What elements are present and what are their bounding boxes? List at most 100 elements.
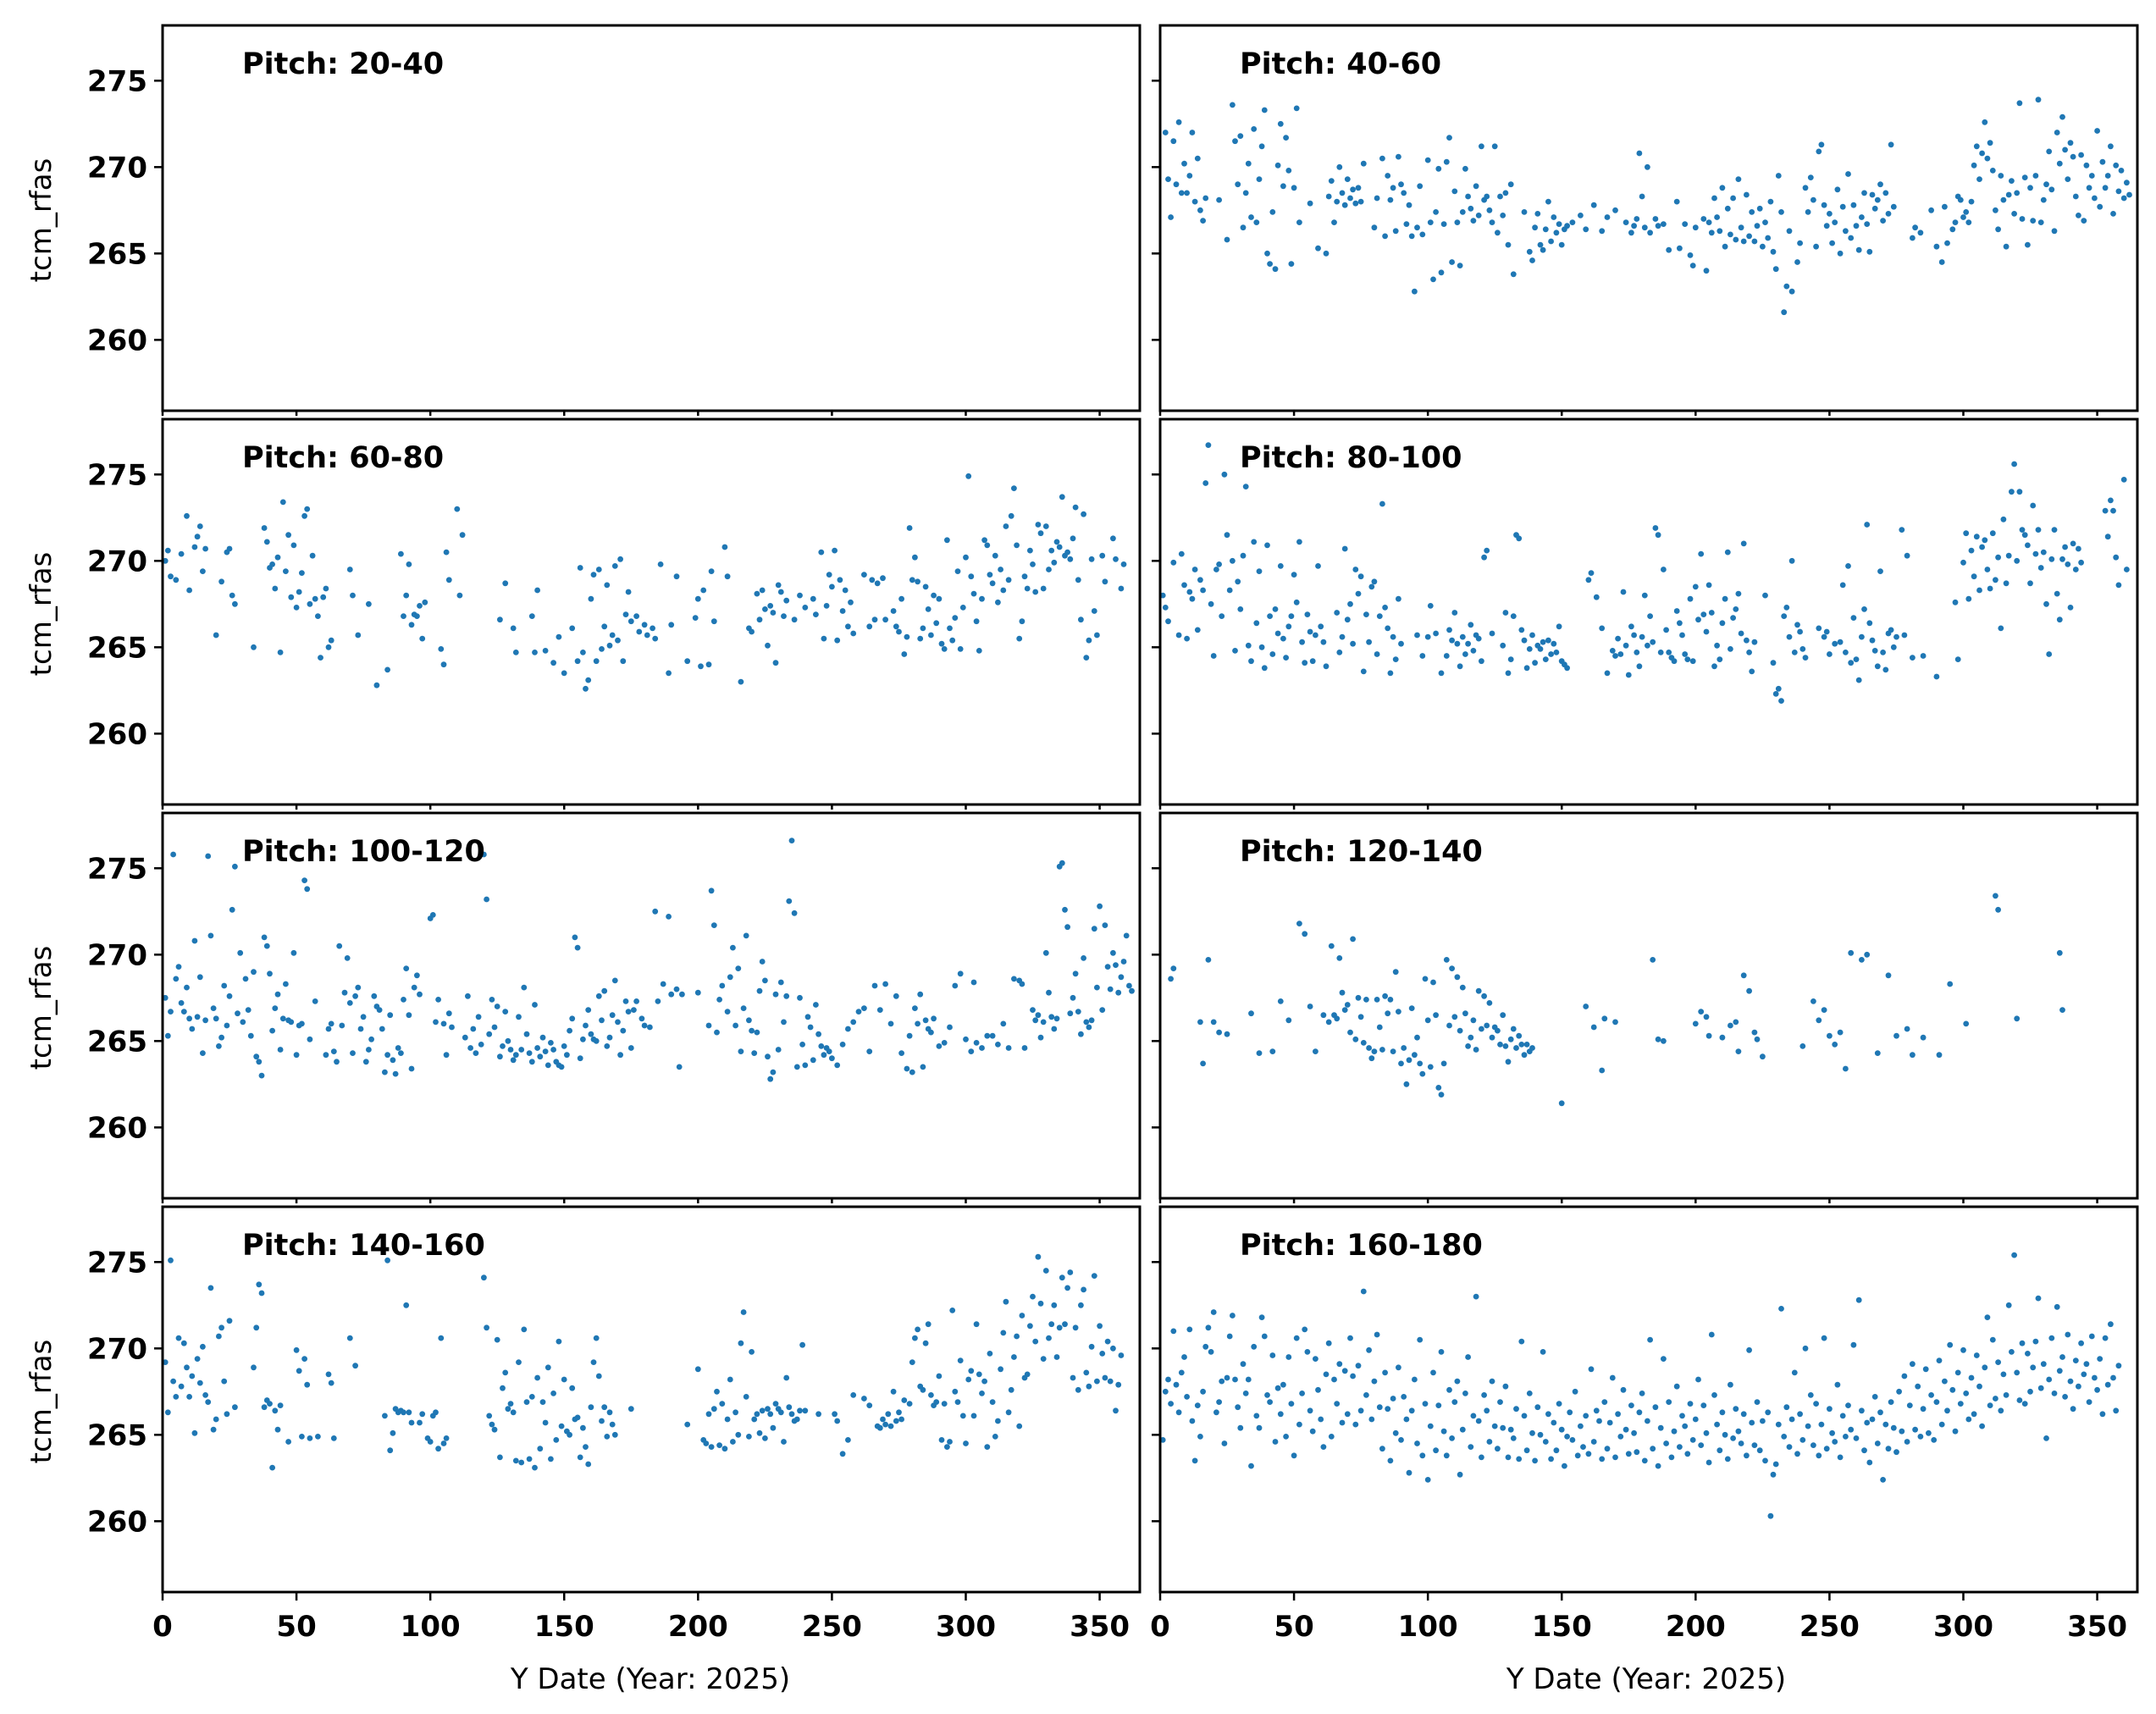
data-point: [931, 1015, 937, 1022]
data-point: [1334, 198, 1341, 205]
data-point: [834, 1418, 841, 1424]
data-point: [880, 575, 886, 582]
data-point: [205, 1399, 212, 1405]
data-point: [1291, 185, 1297, 191]
data-point: [1336, 955, 1343, 961]
data-point: [473, 1050, 479, 1056]
data-point: [1609, 1374, 1616, 1381]
x-tick-label: 250: [1799, 1610, 1860, 1644]
data-point: [2110, 1374, 2116, 1381]
data-point: [2108, 497, 2114, 504]
data-point: [1170, 1328, 1177, 1335]
data-point: [606, 1409, 613, 1416]
data-point: [716, 1442, 722, 1448]
data-point: [1965, 595, 1972, 602]
data-point: [1104, 1338, 1111, 1345]
data-point: [968, 1048, 975, 1054]
data-point: [920, 625, 926, 632]
data-point: [1920, 1406, 1927, 1413]
data-point: [507, 1401, 514, 1407]
data-point: [1035, 1253, 1042, 1260]
data-point: [438, 646, 445, 652]
data-point: [1564, 223, 1570, 229]
data-point: [1070, 1374, 1076, 1381]
data-point: [1612, 1019, 1618, 1026]
data-point: [1363, 997, 1369, 1003]
data-point: [2092, 195, 2098, 202]
data-point: [1631, 1429, 1637, 1436]
data-point: [2014, 557, 2021, 564]
data-point: [419, 635, 426, 642]
data-point: [1628, 1402, 1634, 1408]
data-point: [909, 577, 915, 583]
data-point: [861, 1005, 867, 1011]
data-point: [1309, 658, 1316, 665]
data-point: [989, 580, 996, 587]
data-point: [1976, 587, 1982, 594]
data-point: [622, 998, 629, 1004]
data-point: [419, 1411, 426, 1418]
data-point: [1888, 141, 1894, 148]
data-point: [1371, 578, 1378, 585]
data-point: [1350, 640, 1356, 647]
data-point: [915, 578, 920, 585]
panel-title: Pitch: 20-40: [242, 47, 444, 81]
data-point: [1666, 1399, 1672, 1405]
data-point: [679, 991, 685, 998]
panel-title: Pitch: 140-160: [242, 1229, 485, 1263]
data-point: [1385, 625, 1391, 632]
data-point: [1457, 1471, 1463, 1478]
data-point: [1783, 605, 1790, 611]
data-point: [1462, 165, 1468, 172]
data-point: [746, 1017, 752, 1024]
data-point: [1971, 573, 1977, 580]
data-point: [1663, 1440, 1669, 1446]
data-point: [788, 1411, 795, 1418]
data-point: [1730, 1435, 1736, 1441]
data-point: [1933, 1399, 1940, 1405]
x-tick-label: 100: [1398, 1610, 1458, 1644]
data-point: [1647, 613, 1653, 619]
data-point: [1839, 203, 1846, 210]
data-point: [954, 568, 961, 574]
data-point: [989, 1032, 996, 1039]
data-point: [1088, 1343, 1095, 1350]
data-point: [1283, 1434, 1289, 1440]
data-point: [1433, 1012, 1439, 1019]
data-point: [373, 682, 380, 688]
data-point: [708, 568, 715, 574]
data-point: [2113, 162, 2120, 169]
data-point: [1459, 984, 1466, 991]
data-point: [1419, 231, 1426, 238]
data-point: [1224, 1031, 1230, 1037]
data-point: [1810, 1442, 1816, 1448]
data-point: [1451, 188, 1458, 195]
data-point: [384, 1052, 390, 1059]
data-point: [754, 1411, 760, 1418]
data-point: [512, 650, 519, 655]
data-point: [550, 1391, 556, 1396]
data-point: [1376, 1024, 1383, 1031]
data-point: [655, 998, 661, 1004]
data-point: [1446, 1022, 1452, 1029]
data-point: [767, 1075, 774, 1082]
data-point: [1816, 625, 1822, 632]
data-point: [532, 1002, 538, 1008]
data-point: [1427, 1064, 1434, 1070]
data-point: [534, 1374, 540, 1381]
data-point: [1855, 246, 1862, 253]
data-point: [832, 547, 838, 554]
data-point: [194, 1356, 201, 1362]
data-point: [1529, 1429, 1535, 1436]
data-point: [1224, 532, 1230, 539]
data-point: [1989, 168, 1996, 174]
data-point: [462, 1034, 468, 1041]
data-point: [2040, 196, 2047, 203]
data-point: [1968, 1374, 1975, 1381]
data-point: [1014, 542, 1020, 549]
data-point: [1088, 1017, 1095, 1024]
data-point: [1162, 130, 1169, 135]
data-point: [481, 851, 487, 858]
data-point: [1650, 957, 1656, 963]
data-point: [694, 1366, 701, 1373]
